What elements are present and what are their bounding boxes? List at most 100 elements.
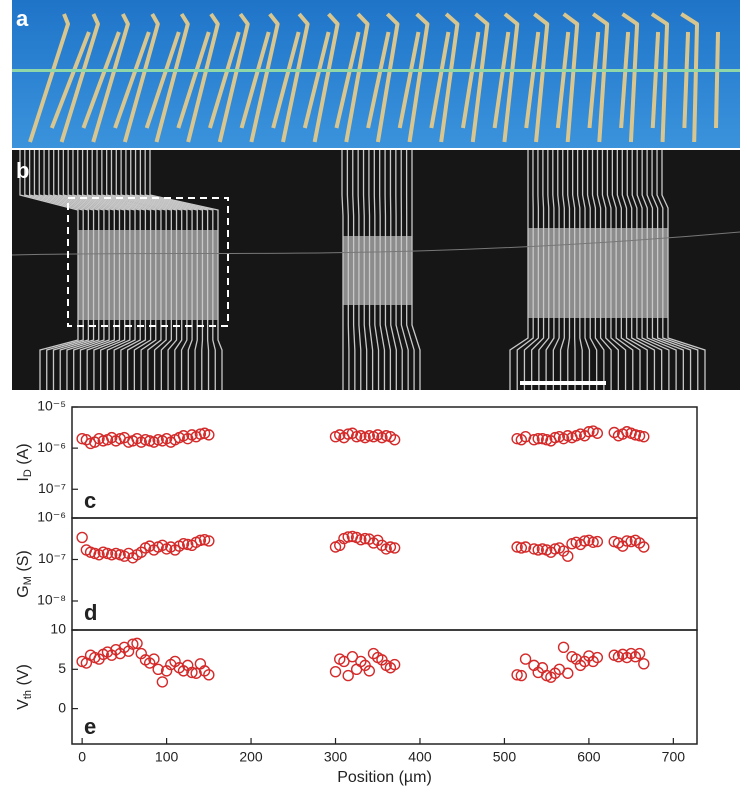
electrode [552,150,560,390]
data-point [363,665,375,677]
electrode [144,150,216,390]
electrode [586,150,598,390]
electrode-block [78,230,218,320]
data-point [329,665,342,678]
electrode [48,150,110,390]
electrode [389,150,397,390]
data-point [591,651,604,664]
rod [366,31,391,129]
electrode [596,150,612,390]
data-point [532,544,544,556]
rod [619,31,631,129]
x-tick-label: 700 [662,749,686,765]
electrode [43,150,105,390]
data-point [515,542,528,554]
x-tick-label: 200 [239,749,263,765]
data-point [562,550,574,562]
x-tick-label: 400 [408,749,432,765]
electrode [62,150,126,390]
data-point [355,533,367,546]
electrode [53,150,115,390]
data-point [363,430,375,442]
electrode [661,150,706,390]
electrode [601,150,619,390]
rod [176,31,211,129]
electrode [621,150,648,390]
electrode [379,150,386,390]
panel-label: e [84,714,96,739]
y-tick-label: 10⁻⁶ [37,509,66,525]
rod [186,12,220,143]
y-axis-label: ID (A) [15,443,34,481]
rod [461,31,481,129]
x-axis-label: Position (µm) [337,769,432,786]
data-point [633,647,646,660]
data-point [342,531,354,543]
data-point [638,658,650,670]
rod [122,13,160,143]
electrode [96,150,162,390]
data-point [528,543,540,555]
electrode [646,150,684,390]
data-point [629,429,642,441]
data-point [519,653,532,665]
x-tick-label: 600 [577,749,601,765]
rod [524,31,541,129]
rod [470,12,490,143]
data-point [540,434,553,446]
data-point [511,669,523,681]
data-point [139,434,152,446]
rod [154,12,190,143]
data-point [203,669,215,681]
y-tick-label: 10⁻⁸ [37,592,66,608]
electrode [384,150,392,390]
data-point [511,432,523,445]
panel-label: d [84,600,97,625]
rod [239,31,271,129]
electrode [57,150,121,390]
data-point [591,535,604,548]
y-tick-label: 0 [58,699,66,715]
rod [621,12,640,143]
rod [28,13,70,143]
electrode [531,150,545,390]
y-axis-label: GM (S) [15,550,34,597]
electrode [125,150,193,390]
electrode [106,150,172,390]
electrode [362,150,368,390]
data-point [587,536,599,548]
data-point [186,666,198,679]
data-point [633,430,646,442]
data-point [519,541,532,553]
data-point [177,538,190,550]
rod [680,12,700,143]
scale-bar [520,381,606,385]
electrode-block [343,236,412,305]
data-point [156,676,169,688]
rod [249,12,280,143]
electrode [91,150,157,390]
electrode [572,150,576,390]
y-tick-label: 5 [58,660,66,676]
rod [59,13,100,143]
y-axis-label-part: (S) [15,550,32,576]
electrode [395,150,403,390]
data-point [148,653,160,665]
electrode [509,150,529,390]
electrode [352,150,356,390]
data-point [388,434,401,446]
rod [407,12,430,143]
data-point [203,535,215,547]
data-point [549,543,561,555]
rod [682,31,691,129]
data-point [388,542,401,554]
data-point [621,535,633,547]
electrode [626,150,656,390]
electrode [651,150,692,390]
rod [533,12,550,143]
rod [91,13,130,143]
nanowire [11,231,741,256]
rod [271,31,301,129]
plot-frame [71,517,698,631]
rod [208,31,241,129]
